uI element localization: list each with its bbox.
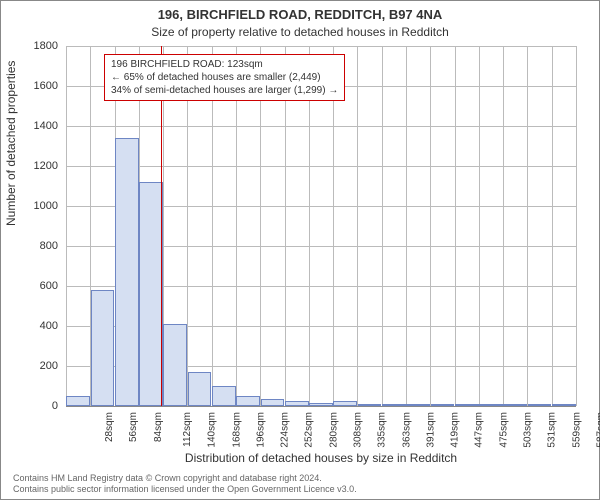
axis-line-bottom (66, 406, 576, 407)
x-tick-label: 419sqm (450, 412, 461, 448)
gridline-vertical (455, 46, 456, 406)
gridline-vertical (527, 46, 528, 406)
y-tick-label: 800 (18, 240, 58, 252)
x-tick-label: 140sqm (207, 412, 218, 448)
x-tick-label: 84sqm (153, 412, 164, 442)
x-tick-label: 475sqm (498, 412, 509, 448)
histogram-bar (528, 404, 552, 406)
plot-area: 02004006008001000120014001600180028sqm56… (66, 46, 576, 406)
y-axis-label: Number of detached properties (4, 61, 18, 226)
x-tick-label: 503sqm (523, 412, 534, 448)
y-tick-label: 1000 (18, 200, 58, 212)
chart-container: { "header": { "title_main": "196, BIRCHF… (0, 0, 600, 500)
histogram-bar (358, 404, 382, 406)
x-axis-label: Distribution of detached houses by size … (66, 451, 576, 465)
histogram-bar (479, 404, 503, 406)
gridline-horizontal (66, 126, 576, 127)
chart-title-main: 196, BIRCHFIELD ROAD, REDDITCH, B97 4NA (1, 7, 599, 22)
annotation-line-3: 34% of semi-detached houses are larger (… (111, 84, 338, 97)
x-tick-label: 391sqm (425, 412, 436, 448)
plot-inner: 02004006008001000120014001600180028sqm56… (66, 46, 576, 406)
x-tick-label: 559sqm (571, 412, 582, 448)
histogram-bar (163, 324, 187, 406)
x-tick-label: 56sqm (128, 412, 139, 442)
attribution-line-1: Contains HM Land Registry data © Crown c… (13, 473, 357, 484)
histogram-bar (455, 404, 479, 406)
x-tick-label: 308sqm (353, 412, 364, 448)
gridline-vertical (406, 46, 407, 406)
gridline-vertical (503, 46, 504, 406)
histogram-bar (91, 290, 115, 406)
x-tick-label: 224sqm (280, 412, 291, 448)
gridline-vertical (430, 46, 431, 406)
attribution-line-2: Contains public sector information licen… (13, 484, 357, 495)
y-tick-label: 200 (18, 360, 58, 372)
annotation-line-1: 196 BIRCHFIELD ROAD: 123sqm (111, 58, 338, 71)
y-tick-label: 1200 (18, 160, 58, 172)
gridline-vertical (66, 46, 67, 406)
y-tick-label: 1600 (18, 80, 58, 92)
y-tick-label: 0 (18, 400, 58, 412)
y-tick-label: 600 (18, 280, 58, 292)
gridline-vertical (576, 46, 577, 406)
gridline-vertical (357, 46, 358, 406)
histogram-bar (188, 372, 212, 406)
histogram-bar (261, 399, 285, 406)
gridline-vertical (479, 46, 480, 406)
histogram-bar (285, 401, 309, 406)
attribution-text: Contains HM Land Registry data © Crown c… (13, 473, 357, 495)
histogram-bar (406, 404, 430, 406)
y-tick-label: 1800 (18, 40, 58, 52)
gridline-vertical (552, 46, 553, 406)
histogram-bar (333, 401, 357, 406)
histogram-bar (309, 403, 333, 406)
x-tick-label: 363sqm (401, 412, 412, 448)
annotation-box: 196 BIRCHFIELD ROAD: 123sqm← 65% of deta… (104, 54, 345, 101)
annotation-line-2: ← 65% of detached houses are smaller (2,… (111, 71, 338, 84)
y-tick-label: 1400 (18, 120, 58, 132)
chart-title-sub: Size of property relative to detached ho… (1, 25, 599, 39)
gridline-horizontal (66, 46, 576, 47)
histogram-bar (139, 182, 163, 406)
y-tick-label: 400 (18, 320, 58, 332)
x-tick-label: 447sqm (474, 412, 485, 448)
histogram-bar (66, 396, 90, 406)
x-tick-label: 28sqm (104, 412, 115, 442)
x-tick-label: 335sqm (377, 412, 388, 448)
histogram-bar (431, 404, 455, 406)
x-tick-label: 196sqm (255, 412, 266, 448)
histogram-bar (382, 404, 406, 406)
x-tick-label: 252sqm (304, 412, 315, 448)
histogram-bar (552, 404, 576, 406)
x-tick-label: 280sqm (328, 412, 339, 448)
x-tick-label: 168sqm (231, 412, 242, 448)
x-tick-label: 112sqm (182, 412, 193, 447)
histogram-bar (236, 396, 260, 406)
histogram-bar (212, 386, 236, 406)
x-tick-label: 531sqm (547, 412, 558, 448)
histogram-bar (115, 138, 139, 406)
x-tick-label: 587sqm (595, 412, 600, 448)
gridline-vertical (382, 46, 383, 406)
gridline-horizontal (66, 166, 576, 167)
histogram-bar (503, 404, 527, 406)
